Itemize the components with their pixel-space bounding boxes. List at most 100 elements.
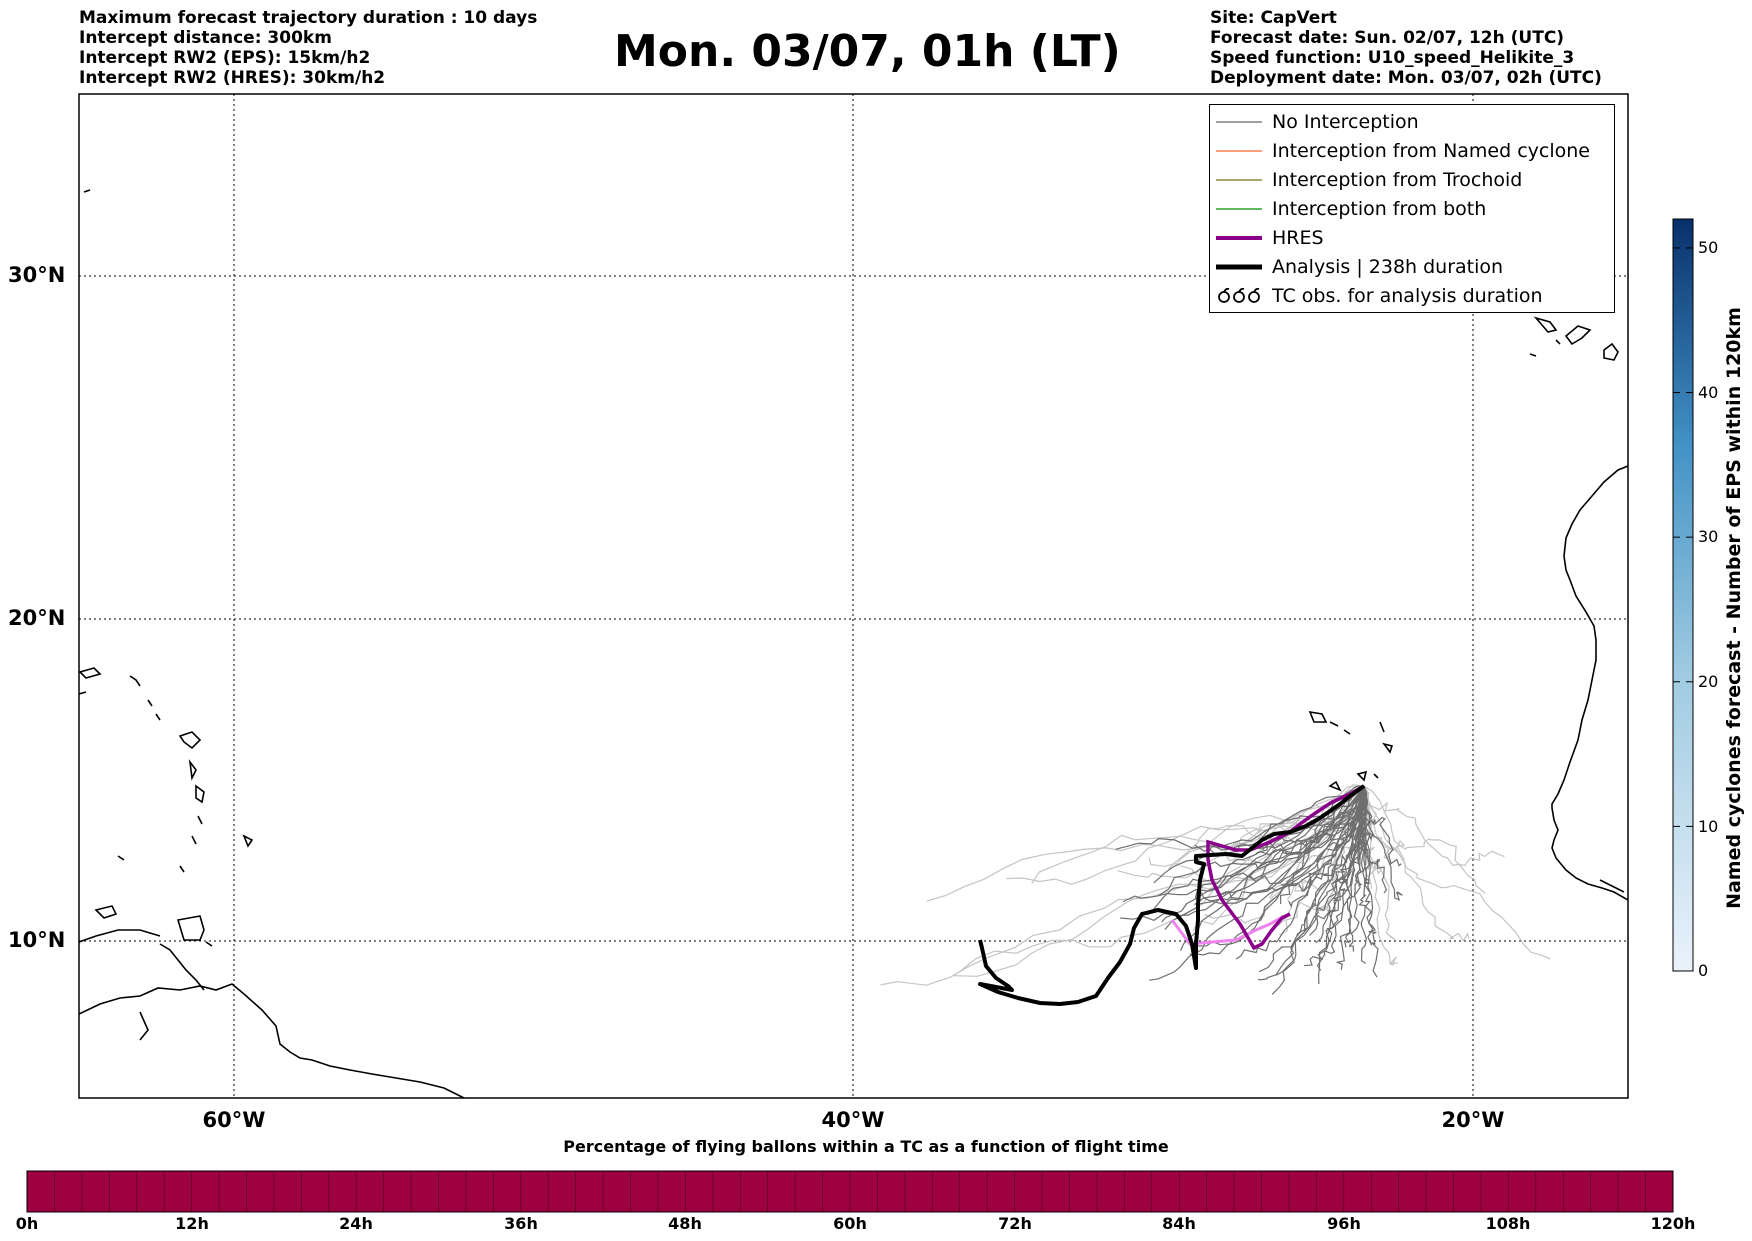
param-rw2-eps: Intercept RW2 (EPS): 15km/h2	[79, 48, 371, 68]
coast-st-vincent	[191, 835, 197, 845]
colorbar-bottom-title: Percentage of flying ballons within a TC…	[563, 1137, 1169, 1156]
eps-trajectory	[1360, 785, 1388, 894]
coast-canary-2	[1564, 325, 1592, 346]
coast-cape-verde-3	[1343, 729, 1351, 735]
legend-item-no-interception: No Interception	[1216, 107, 1419, 136]
time-label: 24h	[339, 1214, 373, 1233]
coast-coast-east-venezuela	[159, 943, 205, 991]
forecast-date: Forecast date: Sun. 02/07, 12h (UTC)	[1210, 28, 1565, 48]
legend-swatch	[1216, 204, 1262, 214]
coast-cape-verde-6	[1328, 780, 1342, 792]
legend-swatch	[1216, 233, 1262, 243]
eps-trajectory	[1349, 785, 1367, 952]
legend-swatch	[1216, 117, 1262, 127]
colorbar-right	[1672, 218, 1694, 972]
colorbar-tick-label: 0	[1698, 961, 1709, 980]
site-info: Site: CapVert Forecast date: Sun. 02/07,…	[1210, 8, 1602, 88]
coast-martinique	[195, 784, 205, 804]
lat-label-20n: 20°N	[8, 606, 66, 630]
lat-label-10n: 10°N	[8, 928, 66, 952]
time-label: 72h	[998, 1214, 1032, 1233]
eps-trajectory	[1363, 785, 1470, 942]
coast-antilles-1	[147, 699, 153, 707]
coast-dominica	[188, 759, 197, 781]
coast-north-ss-islands	[83, 189, 91, 193]
coast-st-lucia	[197, 815, 203, 825]
eps-trajectory	[1257, 785, 1365, 981]
eps-trajectory	[1361, 785, 1374, 946]
eps-trajectory	[1315, 785, 1365, 944]
colorbar-tick-label: 40	[1698, 383, 1719, 402]
legend-item-trochoid: Interception from Trochoid	[1216, 165, 1522, 194]
eps-trajectory	[1281, 785, 1365, 886]
colorbar-right-ticks	[1673, 247, 1693, 972]
param-rw2-hres: Intercept RW2 (HRES): 30km/h2	[79, 68, 386, 88]
eps-trajectories-dark	[1115, 785, 1403, 995]
coast-cape-verde-1	[1308, 710, 1328, 723]
legend-label: Analysis | 238h duration	[1272, 255, 1504, 278]
time-label: 60h	[833, 1214, 867, 1233]
lon-label-20w: 20°W	[1441, 1108, 1505, 1132]
coast-cape-verde-4	[1379, 721, 1385, 733]
eps-trajectory	[1361, 785, 1403, 901]
eps-trajectory	[1301, 785, 1365, 892]
time-label: 120h	[1650, 1214, 1696, 1233]
deployment-date: Deployment date: Mon. 03/07, 02h (UTC)	[1210, 68, 1602, 88]
legend-item-hres: HRES	[1216, 223, 1324, 252]
coast-puerto-rico	[79, 667, 102, 679]
legend-label: Interception from Trochoid	[1272, 168, 1523, 191]
map-legend: No Interception Interception from Named …	[1209, 104, 1615, 313]
colorbar-tick-label: 30	[1698, 527, 1719, 546]
legend-swatch	[1216, 146, 1262, 156]
eps-trajectory	[1122, 785, 1365, 903]
coast-canary-3	[1603, 342, 1619, 361]
legend-swatch	[1216, 262, 1262, 272]
eps-trajectory	[1362, 785, 1402, 867]
coast-barbados	[242, 834, 254, 848]
legend-label: Interception from both	[1272, 197, 1487, 220]
colorbar-right-label: Named cyclones forecast - Number of EPS …	[1723, 307, 1745, 909]
legend-item-named-cyclone: Interception from Named cyclone	[1216, 136, 1590, 165]
coast-south-america	[79, 983, 465, 1098]
coast-coast-north-sa	[79, 929, 161, 943]
eps-trajectory	[1271, 785, 1365, 995]
legend-item-tc-obs: TC obs. for analysis duration	[1216, 281, 1543, 310]
coast-caribbean-small	[117, 855, 125, 861]
eps-trajectory	[1279, 785, 1365, 905]
coast-hispaniola-edge	[79, 691, 87, 695]
coast-antilles-2	[155, 713, 161, 721]
coast-sa-inland	[139, 1011, 149, 1041]
eps-trajectory	[1363, 785, 1505, 867]
coast-tobago	[205, 941, 213, 947]
time-label: 84h	[1162, 1214, 1196, 1233]
eps-trajectory	[1358, 785, 1369, 964]
coast-canary-1	[1533, 316, 1558, 333]
coast-western-islands	[94, 905, 118, 919]
coast-cape-verde-2	[1329, 721, 1339, 727]
time-label: 36h	[504, 1214, 538, 1233]
forecast-parameters: Maximum forecast trajectory duration : 1…	[79, 8, 537, 88]
coast-virgin-islands	[129, 675, 141, 687]
time-label: 0h	[15, 1214, 39, 1233]
coast-trinidad	[176, 915, 205, 941]
map-frame	[78, 93, 1629, 1099]
coast-cape-verde-7	[1356, 770, 1368, 782]
time-label: 12h	[175, 1214, 209, 1233]
colorbar-tick-label: 10	[1698, 817, 1719, 836]
legend-swatch	[1216, 175, 1262, 185]
eps-trajectory	[1296, 785, 1365, 937]
coast-guadeloupe	[178, 731, 202, 750]
eps-trajectory	[1362, 785, 1406, 861]
eps-trajectory	[1180, 785, 1365, 951]
eps-trajectory	[1317, 785, 1365, 985]
colorbar-tick-label: 20	[1698, 672, 1719, 691]
eps-trajectory	[953, 785, 1365, 977]
coast-cape-verde-5	[1382, 742, 1394, 754]
eps-trajectory	[1115, 785, 1365, 850]
eps-trajectory	[1363, 785, 1398, 966]
coast-canary-4	[1529, 353, 1537, 357]
eps-trajectory	[1355, 785, 1368, 887]
lon-label-40w: 40°W	[821, 1108, 885, 1132]
legend-item-analysis: Analysis | 238h duration	[1216, 252, 1503, 281]
